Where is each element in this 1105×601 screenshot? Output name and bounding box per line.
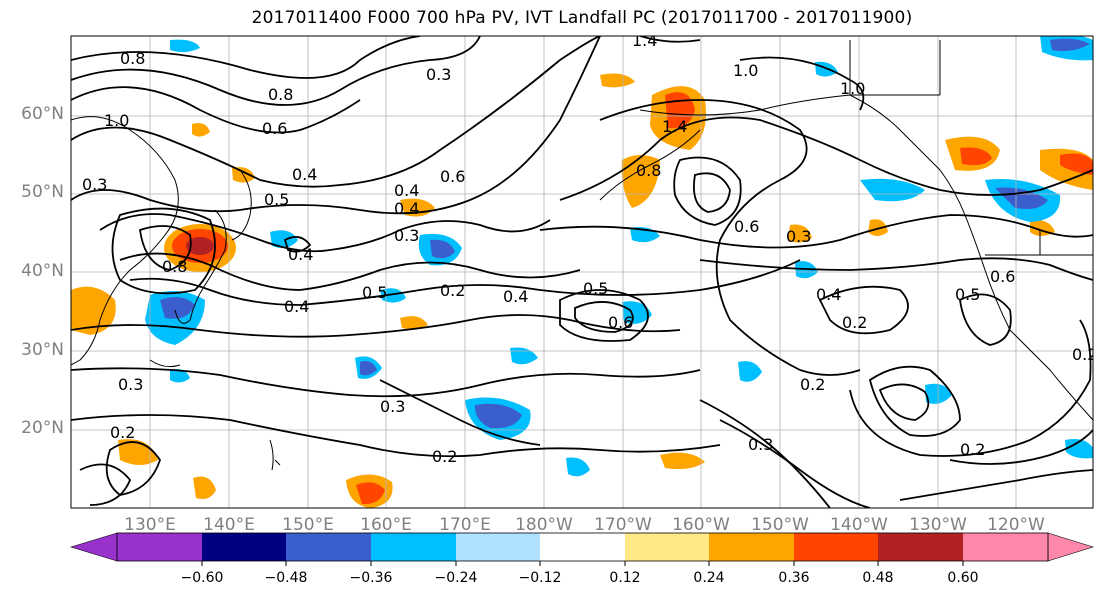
map-frame (70, 35, 1094, 509)
contour-label: 0.2 (440, 281, 465, 300)
colorbar-tick-label: −0.60 (180, 570, 224, 586)
lat-label: 30°N (21, 340, 64, 360)
contour-label: 0.8 (162, 257, 187, 276)
contour-label: 0.8 (120, 49, 145, 68)
lat-label: 60°N (21, 104, 64, 124)
contour-label: 0.2 (110, 423, 135, 442)
contour-label: 0.4 (292, 165, 317, 184)
map-title: 2017011400 F000 700 hPa PV, IVT Landfall… (251, 8, 913, 28)
colorbar-bin (963, 533, 1048, 561)
lon-label: 160°E (360, 515, 412, 535)
colorbar-tick-label: −0.36 (349, 570, 393, 586)
colorbar-tick-label: 0.36 (778, 570, 810, 586)
contour-label: 0.2 (960, 440, 985, 459)
contour-label: 1.4 (632, 31, 657, 50)
contour-label: 0.5 (362, 283, 387, 302)
colorbar-tick-label: 0.12 (609, 570, 641, 586)
contour-label: 0.5 (583, 279, 608, 298)
contour-label: 0.2 (800, 375, 825, 394)
contour-label: 0.3 (786, 227, 811, 246)
colorbar-bin (456, 533, 540, 561)
colorbar-bin (878, 533, 963, 561)
contour-label: 0.5 (264, 190, 289, 209)
colorbar-bin (1047, 532, 1095, 562)
contour-label: 0.3 (82, 175, 107, 194)
contour-label: 0.4 (394, 181, 419, 200)
lon-label: 170°E (439, 515, 491, 535)
contour-label: 0.6 (734, 217, 759, 236)
colorbar-tick-label: 0.24 (693, 570, 725, 586)
contour-label: 0.3 (118, 375, 143, 394)
colorbar-tick-label: −0.24 (434, 570, 478, 586)
lon-label: 150°E (282, 515, 334, 535)
lat-label: 20°N (21, 418, 64, 438)
colorbar-bin (371, 533, 456, 561)
contour-label: 0.2 (432, 447, 457, 466)
colorbar-bin (286, 533, 371, 561)
colorbar-tick-label: −0.48 (264, 570, 308, 586)
contour-label: 1.0 (840, 79, 865, 98)
contour-label: 0.3 (426, 65, 451, 84)
lon-label: 150°W (751, 515, 809, 535)
contour-label: 0.5 (955, 285, 980, 304)
colorbar (69, 532, 1095, 566)
lon-label: 130°W (909, 515, 967, 535)
pv-contours (71, 36, 1093, 508)
coastlines (71, 40, 1093, 471)
contour-label: 0.4 (816, 285, 841, 304)
graticule (71, 36, 1093, 508)
lon-label: 160°W (672, 515, 730, 535)
contour-label: 0.2 (1072, 345, 1097, 364)
contour-labels: 0.8 1.4 0.3 1.0 1.0 1.0 0.8 0.6 1.4 0.4 … (82, 31, 1097, 466)
lon-label: 120°W (987, 515, 1045, 535)
contour-label: 0.3 (380, 397, 405, 416)
colorbar-bin (709, 533, 794, 561)
lon-label: 170°W (594, 515, 652, 535)
contour-label: 0.4 (503, 287, 528, 306)
colorbar-tick-label: 0.60 (947, 570, 979, 586)
lon-label: 180°W (515, 515, 573, 535)
colorbar-tick-label: 0.48 (862, 570, 894, 586)
contour-label: 0.4 (394, 199, 419, 218)
lat-label: 40°N (21, 261, 64, 281)
contour-label: 0.4 (284, 297, 309, 316)
lat-label: 50°N (21, 182, 64, 202)
contour-label: 1.0 (104, 111, 129, 130)
colorbar-bin (69, 532, 118, 562)
contour-label: 0.8 (636, 161, 661, 180)
contour-label: 1.0 (733, 61, 758, 80)
lon-label: 140°E (203, 515, 255, 535)
contour-label: 0.2 (842, 313, 867, 332)
lon-label: 140°W (830, 515, 888, 535)
contour-label: 0.3 (394, 226, 419, 245)
colorbar-bin (625, 533, 709, 561)
colorbar-bin (117, 533, 202, 561)
colorbar-bin (540, 533, 625, 561)
contour-label: 1.4 (662, 117, 687, 136)
contour-label: 0.4 (288, 245, 313, 264)
contour-label: 0.6 (608, 313, 633, 332)
contour-label: 0.6 (440, 167, 465, 186)
colorbar-bin (202, 533, 286, 561)
contour-label: 0.6 (990, 267, 1015, 286)
lon-label: 130°E (124, 515, 176, 535)
colorbar-tick-label: −0.12 (518, 570, 562, 586)
colorbar-bin (794, 533, 878, 561)
contour-label: 0.8 (268, 85, 293, 104)
contour-label: 0.6 (262, 119, 287, 138)
contour-label: 0.3 (748, 435, 773, 454)
